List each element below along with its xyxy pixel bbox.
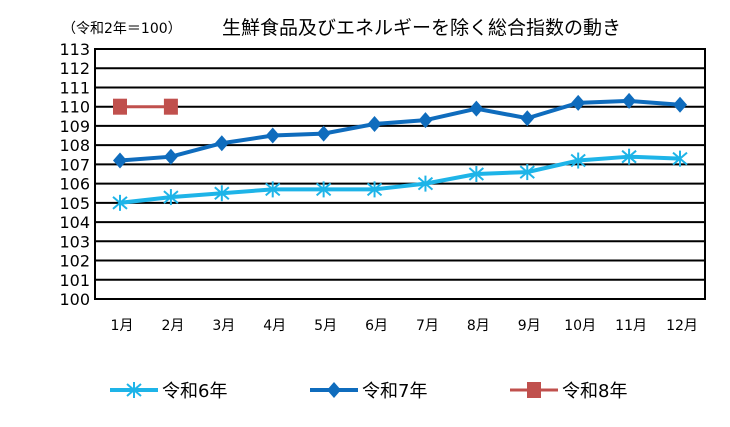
y-tick-label: 105	[59, 194, 90, 213]
x-tick-label: 10月	[564, 318, 596, 334]
marker-stroke	[621, 149, 637, 164]
series-1	[112, 148, 688, 211]
marker-stroke	[570, 153, 586, 168]
y-tick-label: 104	[59, 213, 90, 232]
legend-item-3: 令和8年	[510, 381, 627, 402]
marker-stroke	[265, 182, 281, 197]
marker-stroke	[315, 182, 332, 197]
marker-stroke	[112, 196, 128, 210]
marker-stroke	[519, 165, 535, 179]
series-2	[113, 92, 687, 169]
x-tick-label: 2月	[161, 318, 184, 334]
y-tick-label: 106	[59, 175, 90, 194]
marker-diamond	[113, 152, 127, 169]
y-tick-label: 102	[59, 252, 90, 271]
legend-label: 令和7年	[362, 381, 427, 402]
marker-diamond	[214, 135, 229, 152]
chart-subtitle: （令和2年＝100）	[62, 21, 182, 37]
marker-diamond	[265, 127, 280, 144]
marker-asterisk	[315, 181, 332, 198]
chart-title: 生鮮食品及びエネルギーを除く総合指数の動き	[222, 17, 621, 39]
marker-asterisk	[519, 164, 535, 181]
marker-stroke	[163, 190, 179, 204]
y-tick-label: 113	[59, 40, 90, 59]
marker-stroke	[366, 182, 383, 197]
marker-diamond	[163, 148, 178, 165]
marker-asterisk	[621, 148, 637, 165]
x-tick-label: 11月	[615, 318, 647, 334]
y-tick-label: 100	[59, 290, 90, 309]
marker-asterisk	[214, 185, 230, 202]
x-tick-label: 1月	[111, 318, 134, 334]
marker-stroke	[126, 383, 142, 397]
x-tick-label: 8月	[467, 318, 490, 334]
marker-stroke	[417, 176, 434, 191]
y-tick-label: 103	[59, 232, 90, 251]
marker-stroke	[468, 167, 485, 181]
marker-asterisk	[468, 166, 485, 182]
series-line	[119, 154, 681, 205]
marker-asterisk	[417, 175, 434, 192]
marker-diamond	[571, 94, 586, 111]
y-tick-label: 101	[59, 271, 90, 290]
x-tick-label: 6月	[365, 318, 388, 334]
x-axis-ticks: 1月 2月 3月 4月 5月 6月 7月 8月 9月 10月 11月 12月	[111, 318, 698, 334]
x-tick-label: 12月	[666, 318, 698, 334]
marker-stroke	[672, 151, 688, 166]
marker-diamond	[418, 112, 433, 129]
marker-asterisk	[112, 194, 128, 211]
legend-item-2: 令和7年	[310, 381, 427, 402]
series-layer	[112, 92, 688, 211]
series-line	[119, 98, 681, 163]
x-tick-label: 9月	[518, 318, 541, 334]
gridlines	[94, 48, 706, 300]
series-3	[113, 98, 178, 115]
marker-diamond	[520, 110, 535, 127]
marker-asterisk	[672, 150, 688, 167]
legend-label: 令和8年	[562, 381, 627, 402]
marker-diamond	[469, 100, 484, 117]
marker-square	[163, 98, 178, 115]
marker-asterisk	[366, 181, 383, 198]
x-tick-label: 7月	[416, 318, 439, 334]
y-axis-ticks: 1001011021031041051061071081091101111121…	[59, 40, 90, 309]
marker-square	[113, 98, 127, 115]
y-tick-label: 107	[59, 155, 90, 174]
y-tick-label: 109	[59, 117, 90, 136]
marker-asterisk	[126, 382, 142, 398]
marker-asterisk	[570, 152, 586, 169]
marker-diamond	[327, 382, 341, 398]
x-tick-label: 5月	[314, 318, 337, 334]
legend-label: 令和6年	[162, 381, 227, 402]
legend: 令和6年 令和7年 令和8年	[110, 381, 627, 402]
y-tick-label: 110	[59, 98, 90, 117]
marker-diamond	[367, 116, 382, 132]
marker-diamond	[316, 125, 331, 142]
legend-item-1: 令和6年	[110, 381, 227, 402]
marker-asterisk	[163, 189, 179, 206]
y-tick-label: 111	[59, 78, 90, 97]
marker-asterisk	[265, 181, 281, 198]
marker-stroke	[214, 186, 230, 200]
x-tick-label: 3月	[212, 318, 235, 334]
y-tick-label: 112	[59, 59, 90, 78]
marker-square	[527, 382, 541, 398]
y-tick-label: 108	[59, 136, 90, 155]
marker-diamond	[673, 96, 687, 113]
x-tick-label: 4月	[263, 318, 286, 334]
marker-diamond	[622, 92, 637, 109]
